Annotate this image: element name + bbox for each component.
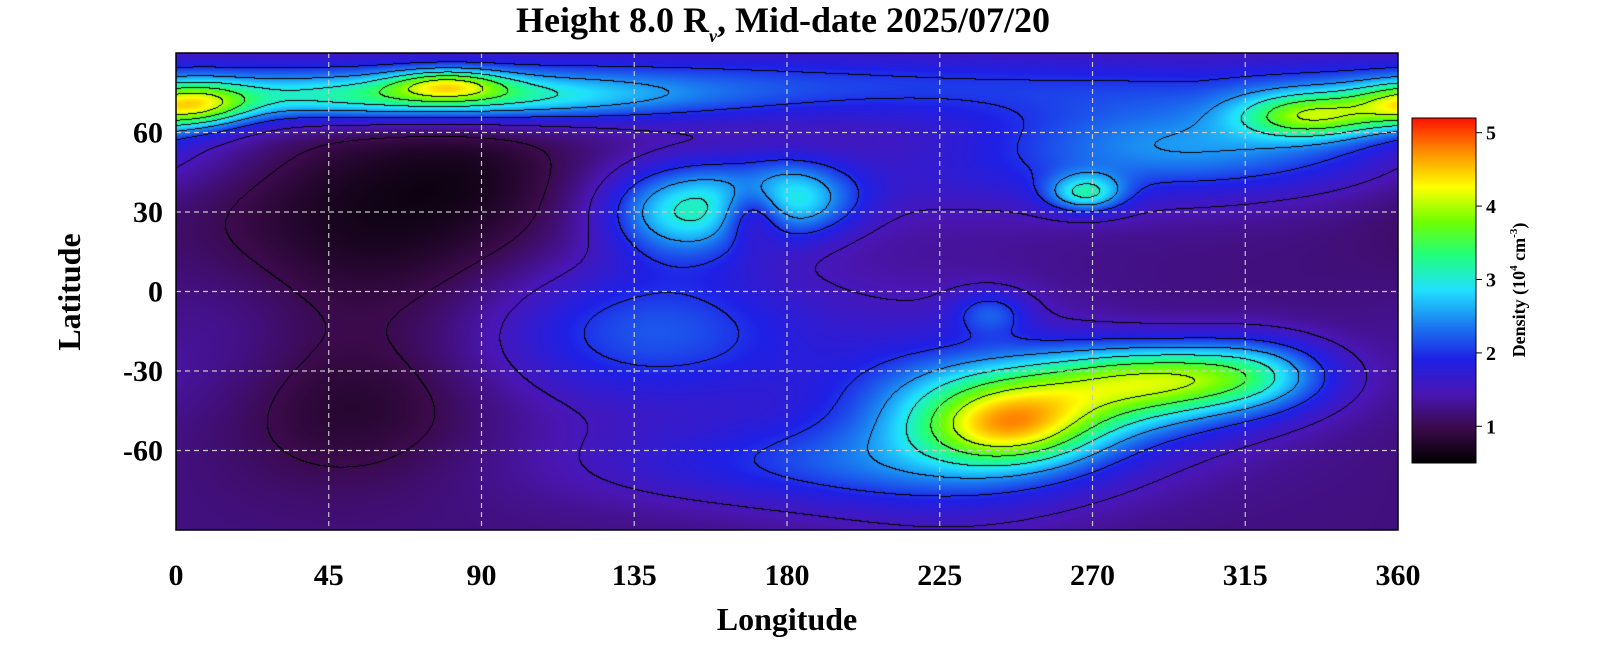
chart-title: Height 8.0 Rν, Mid-date 2025/07/20 [516,0,1050,46]
colorbar-label: Density (104 cm-3) [1508,223,1530,358]
plot-frame [175,52,1399,531]
colorbar-tick-label: 4 [1486,196,1496,218]
colorbar: 1 2 3 4 5 Density (104 cm-3) [1411,117,1530,464]
x-tick-label: 0 [169,559,184,592]
x-axis-label: Longitude [717,601,857,637]
y-tick-label: 60 [133,117,163,150]
x-tick-label: 270 [1070,559,1115,592]
x-tick-label: 45 [314,559,344,592]
y-tick-label: -30 [123,355,163,388]
colorbar-ticks: 1 2 3 4 5 [1476,123,1496,438]
y-tick-label: 30 [133,196,163,229]
colorbar-tick-label: 1 [1486,416,1496,438]
colorbar-tick-label: 3 [1486,269,1496,291]
colorbar-frame [1411,117,1477,464]
colorbar-gradient [1412,118,1476,463]
x-tick-label: 360 [1376,559,1421,592]
colorbar-tick-label: 2 [1486,343,1496,365]
x-tick-label: 315 [1223,559,1268,592]
colorbar-gradient-container [1412,118,1476,463]
y-axis-label: Latitude [51,233,87,350]
y-tick-label: 0 [148,276,163,309]
colorbar-tick-label: 5 [1486,123,1496,145]
x-tick-label: 225 [917,559,962,592]
plot-area [175,52,1399,531]
x-axis: 0 45 90 135 180 225 270 315 360 [169,559,1421,592]
x-tick-label: 90 [467,559,497,592]
x-tick-label: 180 [765,559,810,592]
x-tick-label: 135 [612,559,657,592]
y-tick-label: -60 [123,435,163,468]
grid-lines [176,53,1398,530]
y-axis: 60 30 0 -30 -60 [123,117,163,468]
